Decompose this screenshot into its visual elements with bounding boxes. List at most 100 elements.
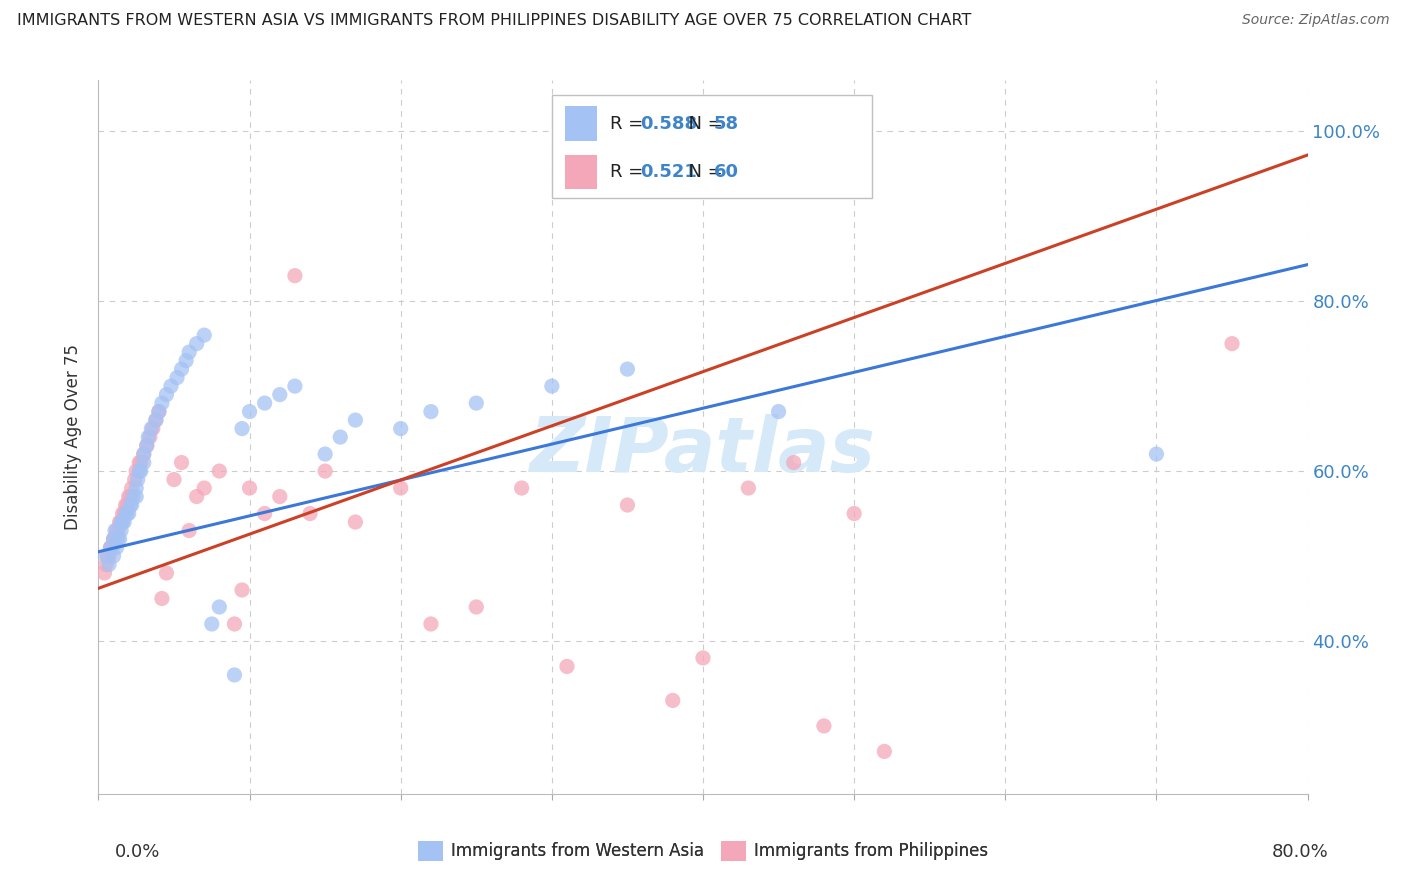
Point <box>111 515 134 529</box>
Point <box>540 379 562 393</box>
Text: Source: ZipAtlas.com: Source: ZipAtlas.com <box>1241 13 1389 28</box>
Point <box>94 549 117 563</box>
Point <box>110 524 132 538</box>
Point <box>108 515 131 529</box>
Point <box>186 490 208 504</box>
Point <box>136 430 159 444</box>
Text: N =: N = <box>676 114 728 133</box>
Bar <box>565 106 596 141</box>
Text: R =: R = <box>610 114 648 133</box>
Point <box>125 481 148 495</box>
Point <box>107 532 129 546</box>
Point <box>107 524 129 538</box>
Point <box>299 507 322 521</box>
Point <box>768 404 790 418</box>
Point <box>813 719 835 733</box>
Point <box>115 507 138 521</box>
Point <box>389 421 412 435</box>
Point <box>783 456 806 470</box>
Point <box>132 447 155 461</box>
Point <box>128 464 150 478</box>
Point <box>141 421 163 435</box>
Text: R =: R = <box>610 163 648 181</box>
Point <box>121 481 143 495</box>
Point <box>122 490 145 504</box>
Point <box>104 532 127 546</box>
Point <box>105 524 128 538</box>
Point <box>120 498 142 512</box>
Point <box>94 558 117 572</box>
Point <box>163 473 186 487</box>
Point <box>174 353 197 368</box>
Point <box>101 541 124 555</box>
Point <box>510 481 533 495</box>
Point <box>145 413 167 427</box>
Point <box>844 507 866 521</box>
Point <box>420 617 443 632</box>
Point <box>103 532 125 546</box>
Point <box>344 515 367 529</box>
Point <box>120 490 142 504</box>
Point <box>124 473 146 487</box>
Point <box>179 524 201 538</box>
Point <box>239 404 262 418</box>
Text: 0.0%: 0.0% <box>115 843 160 861</box>
Point <box>193 481 215 495</box>
Point <box>314 447 336 461</box>
Point <box>135 439 157 453</box>
Point <box>108 532 131 546</box>
Point <box>125 490 148 504</box>
Point <box>118 490 141 504</box>
Text: ZIPatlas: ZIPatlas <box>530 415 876 488</box>
Point <box>118 507 141 521</box>
Point <box>129 456 152 470</box>
Point <box>344 413 367 427</box>
Point <box>111 507 134 521</box>
Point <box>112 507 135 521</box>
Point <box>96 549 118 563</box>
Point <box>145 413 167 427</box>
Point <box>208 599 231 614</box>
Point <box>103 549 125 563</box>
Point <box>125 464 148 478</box>
Text: 0.521: 0.521 <box>640 163 697 181</box>
Point <box>166 370 188 384</box>
Point <box>135 439 157 453</box>
Point <box>93 566 115 580</box>
Point <box>170 456 193 470</box>
Point <box>103 532 125 546</box>
Point <box>284 379 307 393</box>
Text: 58: 58 <box>714 114 738 133</box>
Point <box>110 515 132 529</box>
Point <box>253 507 276 521</box>
Point <box>201 617 224 632</box>
Point <box>112 515 135 529</box>
Point <box>104 524 127 538</box>
Bar <box>565 155 596 189</box>
Point <box>284 268 307 283</box>
Point <box>98 558 121 572</box>
Point <box>314 464 336 478</box>
Text: 60: 60 <box>714 163 738 181</box>
Point <box>150 396 173 410</box>
Point <box>239 481 262 495</box>
Point <box>231 582 253 597</box>
Point <box>150 591 173 606</box>
Point <box>329 430 352 444</box>
Point <box>114 507 136 521</box>
Point <box>132 447 155 461</box>
Point <box>555 659 578 673</box>
FancyBboxPatch shape <box>551 95 872 198</box>
Point <box>389 481 412 495</box>
Point <box>661 693 683 707</box>
Point <box>269 490 291 504</box>
Point <box>737 481 759 495</box>
Point <box>129 464 152 478</box>
Point <box>692 651 714 665</box>
Point <box>465 396 488 410</box>
Point <box>139 430 162 444</box>
Point <box>115 498 138 512</box>
Point <box>186 336 208 351</box>
Text: 80.0%: 80.0% <box>1272 843 1329 861</box>
Point <box>142 421 165 435</box>
